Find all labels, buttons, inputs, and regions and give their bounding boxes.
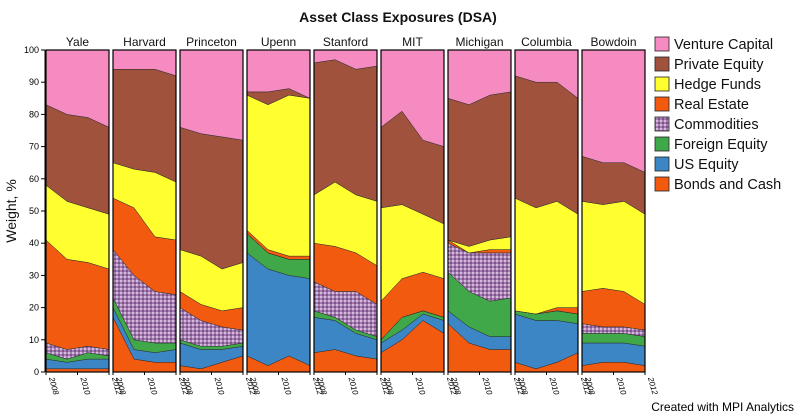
chart-title: Asset Class Exposures (DSA)	[299, 9, 497, 25]
legend-swatch	[654, 56, 670, 72]
x-tick-label: 2010	[78, 375, 92, 396]
y-tick-label: 100	[24, 45, 39, 55]
panel-label: Yale	[66, 35, 89, 49]
y-tick-label: 70	[29, 142, 39, 152]
legend-item-commodities: Commodities	[654, 116, 759, 133]
panel-label: Bowdoin	[590, 35, 636, 49]
legend-swatch	[654, 96, 670, 112]
y-tick-label: 0	[34, 367, 39, 377]
x-tick-label: 2010	[145, 375, 159, 396]
legend-label: Foreign Equity	[674, 137, 768, 153]
legend-swatch	[654, 136, 670, 152]
panel-label: Upenn	[261, 35, 296, 49]
credit-text: Created with MPI Analytics	[651, 400, 794, 414]
area-michigan-private-equity	[447, 91, 512, 247]
area-bowdoin-venture-capital	[581, 49, 646, 173]
panel-label: Princeton	[186, 35, 237, 49]
legend-label: Hedge Funds	[674, 77, 761, 93]
x-tick-label: 2010	[547, 375, 561, 396]
area-princeton-private-equity	[179, 126, 244, 270]
legend-item-hedge-funds: Hedge Funds	[654, 76, 761, 93]
area-upenn-hedge-funds	[246, 94, 311, 257]
area-columbia-private-equity	[514, 75, 579, 215]
legend-label: Real Estate	[674, 97, 749, 113]
area-princeton-venture-capital	[179, 49, 244, 141]
area-stanford-private-equity	[313, 59, 378, 202]
legend-label: Bonds and Cash	[674, 177, 781, 193]
x-tick-label: 2010	[614, 375, 628, 396]
panel-label: MIT	[402, 35, 423, 49]
legend-item-us-equity: US Equity	[654, 156, 739, 173]
y-tick-label: 50	[29, 206, 39, 216]
legend-item-venture-capital: Venture Capital	[654, 36, 773, 53]
area-bowdoin-hedge-funds	[581, 201, 646, 305]
x-tick-label: 2010	[212, 375, 226, 396]
y-axis: 0 10 20 30 40 50 60 70 80 90 100	[24, 45, 46, 377]
y-tick-label: 90	[29, 77, 39, 87]
legend-swatch	[654, 176, 670, 192]
legend-swatch	[654, 76, 670, 92]
legend-item-foreign-equity: Foreign Equity	[654, 136, 768, 153]
legend-swatch	[654, 116, 670, 132]
legend-swatch	[654, 156, 670, 172]
y-tick-label: 80	[29, 109, 39, 119]
panel-label: Stanford	[323, 35, 368, 49]
area-bowdoin-us-equity	[581, 342, 646, 366]
x-tick-label: 2010	[346, 375, 360, 396]
panel-label: Michigan	[455, 35, 503, 49]
panel-label: Harvard	[123, 35, 166, 49]
y-tick-label: 20	[29, 303, 39, 313]
y-tick-label: 10	[29, 335, 39, 345]
x-tick-label: 2010	[480, 375, 494, 396]
panel-label: Columbia	[521, 35, 572, 49]
legend: Venture Capital Private Equity Hedge Funds…	[654, 36, 781, 193]
y-tick-label: 60	[29, 174, 39, 184]
legend-label: US Equity	[674, 157, 739, 173]
x-tick-label: 2008	[47, 375, 61, 396]
y-tick-label: 40	[29, 238, 39, 248]
legend-item-real-estate: Real Estate	[654, 96, 749, 113]
area-harvard-private-equity	[112, 69, 177, 183]
legend-label: Private Equity	[674, 57, 764, 73]
y-tick-label: 30	[29, 270, 39, 280]
legend-label: Commodities	[674, 117, 759, 133]
y-axis-label: Weight, %	[3, 179, 19, 243]
legend-swatch	[654, 36, 670, 52]
x-tick-label: 2012	[646, 375, 660, 396]
x-tick-label: 2010	[413, 375, 427, 396]
legend-item-bonds-and-cash: Bonds and Cash	[654, 176, 781, 193]
x-tick-label: 2010	[279, 375, 293, 396]
legend-item-private-equity: Private Equity	[654, 56, 764, 73]
area-columbia-hedge-funds	[514, 197, 579, 315]
legend-label: Venture Capital	[674, 37, 773, 53]
